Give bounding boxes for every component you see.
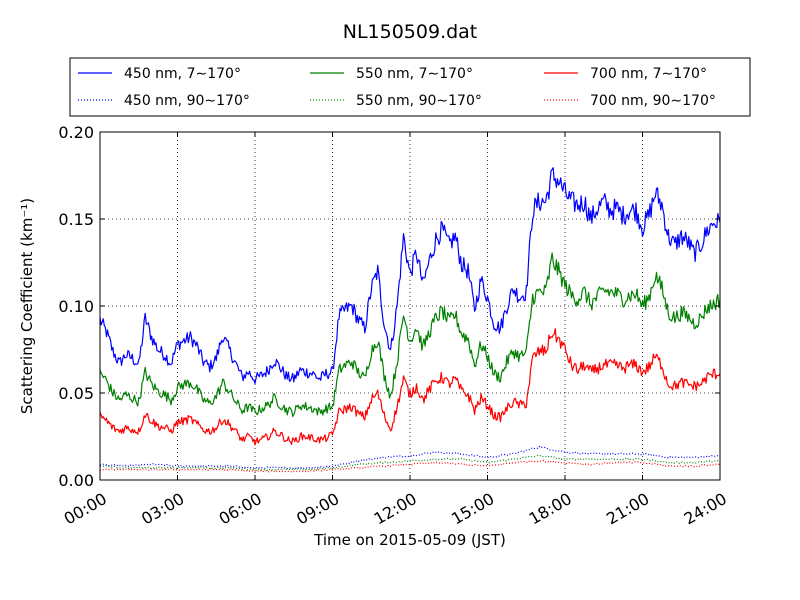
grid bbox=[100, 132, 720, 480]
x-axis-label: Time on 2015-05-09 (JST) bbox=[313, 531, 506, 549]
series-line-3 bbox=[99, 454, 721, 471]
legend-label-2: 550 nm, 7∼170° bbox=[356, 66, 473, 82]
y-tick-label: 0.05 bbox=[58, 384, 94, 403]
y-axis-ticks: 0.00 0.05 0.10 0.15 0.20 bbox=[58, 123, 720, 490]
series-line-0 bbox=[99, 167, 721, 384]
series-line-1 bbox=[99, 445, 721, 470]
y-axis-label: Scattering Coefficient (km⁻¹) bbox=[18, 198, 36, 414]
y-tick-label: 0.00 bbox=[58, 471, 94, 490]
y-tick-label: 0.15 bbox=[58, 210, 94, 229]
legend-label-5: 700 nm, 90∼170° bbox=[590, 93, 716, 109]
legend-label-0: 450 nm, 7∼170° bbox=[124, 66, 241, 82]
plot-series bbox=[99, 167, 721, 473]
y-tick-label: 0.10 bbox=[58, 297, 94, 316]
y-tick-label: 0.20 bbox=[58, 123, 94, 142]
chart-title: NL150509.dat bbox=[343, 21, 478, 43]
legend-label-3: 550 nm, 90∼170° bbox=[356, 93, 482, 109]
legend: 450 nm, 7∼170° 550 nm, 7∼170° 700 nm, 7∼17… bbox=[69, 57, 751, 117]
legend-box bbox=[69, 57, 751, 117]
series-line-2 bbox=[99, 252, 721, 417]
series-line-4 bbox=[99, 328, 721, 446]
legend-label-1: 450 nm, 90∼170° bbox=[124, 93, 250, 109]
legend-label-4: 700 nm, 7∼170° bbox=[590, 66, 707, 82]
